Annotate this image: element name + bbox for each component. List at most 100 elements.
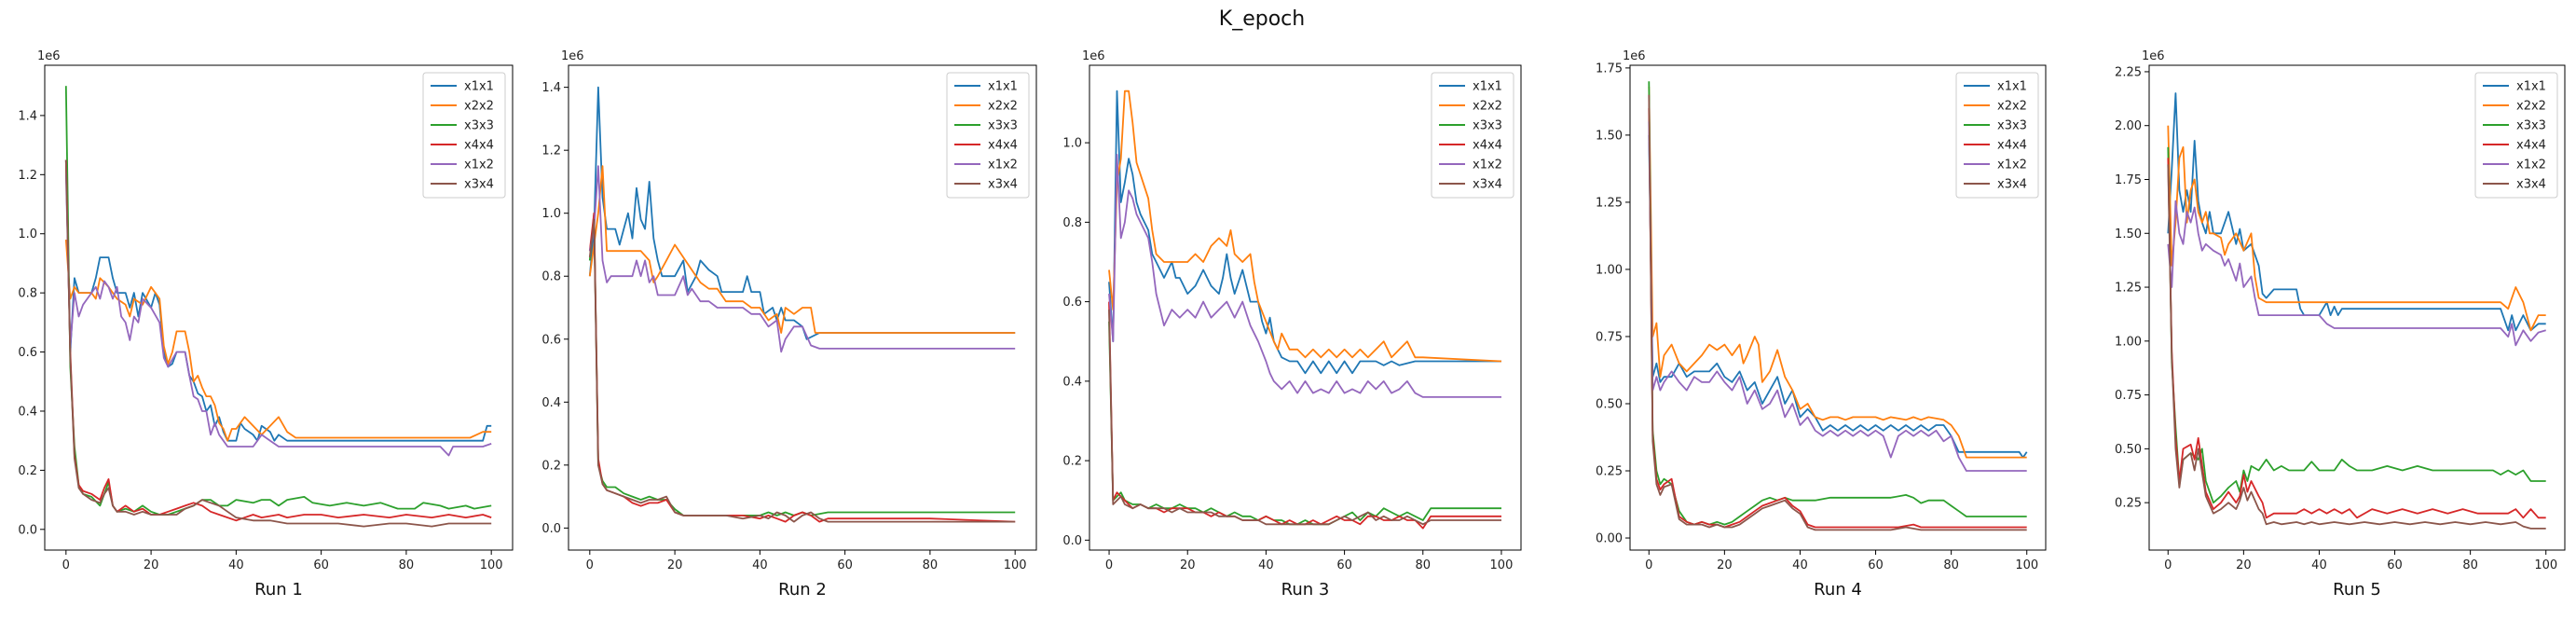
axes-frame (568, 64, 1037, 551)
y-tick-label: 0.25 (2115, 497, 2142, 511)
x-tick-label: 100 (1490, 558, 1514, 572)
series-line-x2x2 (588, 165, 1016, 334)
y-tick-label: 0.8 (541, 270, 561, 284)
series-line-x3x4 (1108, 310, 1501, 526)
legend-label-x1x1: x1x1 (2516, 80, 2546, 94)
series-line-x2x2 (1108, 90, 1502, 363)
x-tick-label: 60 (1868, 558, 1884, 572)
figure-suptitle: K_epoch (1219, 7, 1305, 31)
y-tick-label: 1.0 (1062, 137, 1082, 151)
x-tick-label: 80 (1943, 558, 1959, 572)
y-tick-label: 0.8 (1062, 216, 1082, 230)
legend: x1x1 x2x2 x3x3 x4x4 x1x2 x3x4 (2474, 72, 2558, 199)
y-tick-label: 1.75 (1596, 62, 1623, 76)
x-tick-label: 60 (1336, 558, 1352, 572)
y-tick-label: 0.75 (2115, 389, 2142, 403)
legend-label-x1x1: x1x1 (988, 80, 1018, 94)
series-line-x1x1 (2167, 92, 2546, 332)
series-line-x3x3 (2167, 146, 2546, 504)
x-axis-label: Run 4 (1814, 580, 1862, 599)
legend-label-x2x2: x2x2 (1473, 100, 1502, 114)
legend-label-x4x4: x4x4 (2516, 139, 2546, 153)
x-tick-label: 100 (2015, 558, 2038, 572)
series-line-x1x1 (588, 86, 1016, 340)
y-tick-label: 0.2 (1062, 455, 1082, 469)
series-line-x1x2 (1648, 121, 2027, 472)
series-line-x1x1 (1108, 90, 1501, 375)
series-line-x4x4 (1648, 108, 2027, 529)
series-line-x1x2 (1108, 153, 1501, 398)
x-tick-label: 80 (923, 558, 939, 572)
series-line-x4x4 (2167, 158, 2546, 519)
y-offset-label: 1e6 (1082, 49, 1105, 63)
axes-frame (1089, 64, 1522, 551)
y-tick-label: 0.4 (18, 405, 37, 419)
x-tick-label: 20 (1180, 558, 1196, 572)
y-tick-label: 0.8 (18, 287, 37, 301)
series-line-x3x4 (1648, 94, 2027, 531)
y-tick-label: 0.50 (1596, 397, 1623, 411)
series-group (64, 86, 492, 528)
x-tick-label: 20 (2236, 558, 2252, 572)
legend: x1x1 x2x2 x3x3 x4x4 x1x2 x3x4 (1431, 72, 1514, 199)
subplot-grid: 0 20 40 60 80 100 0.0 0.2 0.4 0.6 0.8 1.0 1.2 1.4 1e6 R… (18, 49, 2566, 599)
series-line-x3x4 (2167, 164, 2546, 530)
y-tick-label: 0.50 (2115, 443, 2142, 457)
legend-label-x3x4: x3x4 (464, 178, 494, 192)
y-tick-label: 1.75 (2115, 173, 2142, 187)
x-tick-label: 20 (667, 558, 683, 572)
series-line-x3x4 (588, 218, 1016, 523)
subplot-run-5: 0 20 40 60 80 100 0.25 0.50 0.75 1.00 1.25 1.50 1.75… (2115, 49, 2566, 599)
legend-label-x3x3: x3x3 (464, 119, 494, 133)
x-tick-label: 20 (1717, 558, 1733, 572)
legend-label-x2x2: x2x2 (988, 100, 1018, 114)
y-offset-label: 1e6 (2142, 49, 2165, 63)
x-tick-label: 60 (313, 558, 329, 572)
legend-label-x2x2: x2x2 (2516, 100, 2546, 114)
legend-box (422, 72, 506, 199)
x-tick-label: 100 (1004, 558, 1027, 572)
y-tick-label: 1.0 (18, 227, 37, 241)
legend-label-x3x4: x3x4 (1473, 178, 1502, 192)
y-tick-label: 1.50 (1596, 129, 1623, 143)
y-offset-label: 1e6 (37, 49, 61, 63)
series-group (2167, 92, 2546, 530)
series-line-x2x2 (1648, 86, 2027, 459)
x-tick-label: 0 (1105, 558, 1113, 572)
y-tick-label: 0.0 (1062, 534, 1082, 548)
y-tick-label: 1.00 (1596, 263, 1623, 277)
legend-label-x1x2: x1x2 (988, 158, 1018, 172)
axes-frame (2148, 64, 2566, 551)
series-line-x1x1 (1648, 134, 2028, 459)
y-tick-label: 1.4 (541, 81, 561, 95)
y-tick-label: 1.25 (1596, 196, 1623, 210)
y-tick-label: 0.2 (18, 464, 37, 478)
axes-frame (1629, 64, 2047, 551)
legend: x1x1 x2x2 x3x3 x4x4 x1x2 x3x4 (946, 72, 1030, 199)
legend-label-x1x2: x1x2 (2516, 158, 2546, 172)
x-tick-label: 20 (144, 558, 159, 572)
x-axis-label: Run 3 (1281, 580, 1330, 599)
series-line-x2x2 (64, 240, 492, 442)
series-line-x4x4 (64, 159, 492, 522)
subplot-run-3: 0 20 40 60 80 100 0.0 0.2 0.4 0.6 0.8 1.0 1e6 Run 3 x1… (1062, 49, 1522, 599)
legend-label-x1x1: x1x1 (1997, 80, 2027, 94)
legend-label-x3x3: x3x3 (1473, 119, 1502, 133)
y-tick-label: 1.2 (541, 145, 561, 158)
legend-label-x2x2: x2x2 (464, 100, 494, 114)
y-tick-label: 0.4 (541, 396, 561, 410)
legend-label-x1x2: x1x2 (1473, 158, 1502, 172)
y-tick-label: 2.00 (2115, 119, 2142, 133)
legend-label-x4x4: x4x4 (464, 139, 494, 153)
legend-label-x1x2: x1x2 (1997, 158, 2027, 172)
y-tick-label: 0.0 (541, 522, 561, 536)
x-tick-label: 0 (586, 558, 594, 572)
legend-label-x2x2: x2x2 (1997, 100, 2027, 114)
y-tick-label: 0.2 (541, 459, 561, 473)
x-tick-label: 0 (62, 558, 70, 572)
legend-box (1955, 72, 2039, 199)
x-tick-label: 80 (2462, 558, 2478, 572)
y-tick-label: 0.25 (1596, 465, 1623, 479)
y-tick-label: 2.25 (2115, 65, 2142, 79)
